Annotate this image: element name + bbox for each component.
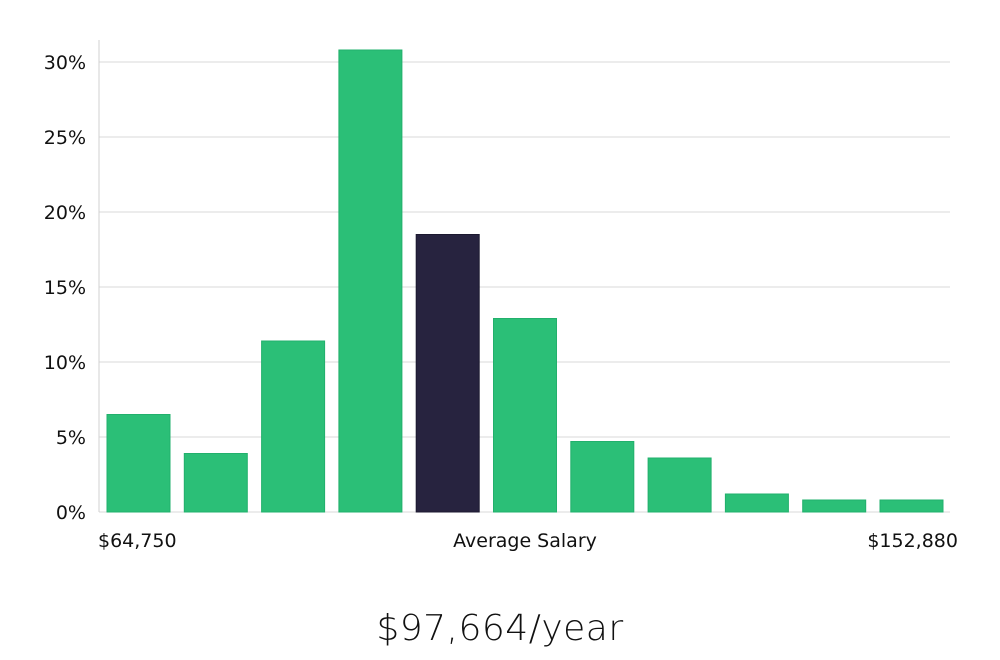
y-axis-ticks: 0% 5% 10% 15% 20% 25% 30% — [44, 52, 86, 524]
y-tick-label: 5% — [56, 427, 86, 449]
bars — [106, 49, 944, 513]
x-min-label: $64,750 — [98, 530, 177, 552]
y-tick-label: 15% — [44, 277, 86, 299]
bar — [261, 340, 326, 513]
y-tick-label: 25% — [44, 127, 86, 149]
bar — [570, 441, 635, 513]
x-max-label: $152,880 — [867, 530, 958, 552]
bar — [647, 457, 712, 513]
y-tick-label: 10% — [44, 352, 86, 374]
bar — [724, 493, 789, 513]
salary-histogram: 0% 5% 10% 15% 20% 25% 30% $64,750 Average Sala… — [44, 40, 958, 552]
bar — [802, 499, 867, 513]
bar — [879, 499, 944, 513]
y-tick-label: 20% — [44, 202, 86, 224]
y-tick-label: 0% — [56, 502, 86, 524]
bar — [106, 414, 171, 513]
x-center-label: Average Salary — [453, 530, 597, 552]
y-tick-label: 30% — [44, 52, 86, 74]
average-salary-value: $97,664/year — [376, 608, 624, 649]
bar-highlighted — [415, 234, 480, 513]
bar — [338, 49, 403, 513]
bar — [493, 318, 557, 513]
bar — [183, 453, 248, 513]
